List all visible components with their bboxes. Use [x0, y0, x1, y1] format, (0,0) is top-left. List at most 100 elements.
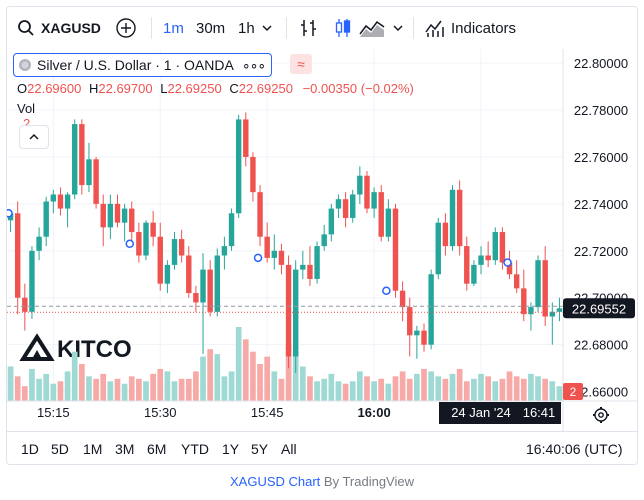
candle-body: [100, 203, 106, 228]
candle: [43, 196, 49, 247]
symbol-search[interactable]: XAGUSD: [17, 7, 101, 49]
range-3m[interactable]: 3M: [115, 441, 135, 457]
volume-bar: [157, 368, 164, 401]
price-axis[interactable]: 22.80000 22.78000 22.76000 22.74000 22.72000…: [574, 56, 628, 400]
volume-badge-label: 2: [570, 385, 577, 399]
candle-body: [442, 222, 449, 247]
candle: [29, 246, 35, 319]
range-all[interactable]: All: [281, 441, 297, 457]
candle: [271, 234, 278, 270]
interval-dropdown[interactable]: [261, 7, 273, 49]
candle: [378, 185, 384, 242]
crosshair-date: 24 Jan '24: [451, 405, 511, 420]
chevron-down-icon: [262, 25, 272, 32]
utc-clock[interactable]: 16:40:06 (UTC): [526, 441, 623, 457]
volume-bar: [542, 378, 549, 401]
candle: [371, 187, 377, 218]
toolbar-divider: [413, 17, 414, 39]
chevron-down-icon: [393, 25, 403, 32]
volume-bar: [29, 368, 35, 401]
candle-body: [271, 250, 278, 258]
volume-bar: [143, 381, 149, 401]
interval-1h[interactable]: 1h: [238, 19, 255, 37]
candle-body: [72, 124, 78, 195]
candle: [464, 236, 470, 291]
candle: [64, 192, 71, 228]
candle: [407, 297, 413, 357]
candle: [72, 119, 78, 200]
interval-30m[interactable]: 30m: [196, 19, 226, 37]
volume-bar: [342, 383, 349, 401]
compare-button[interactable]: [115, 7, 137, 49]
candle-body: [535, 260, 541, 308]
candle: [171, 232, 178, 270]
silver-coin-icon: [19, 59, 31, 71]
more-options-icon[interactable]: ∘∘∘: [241, 56, 266, 73]
candle: [228, 208, 235, 251]
range-ytd[interactable]: YTD: [181, 441, 209, 457]
volume-bar: [435, 376, 442, 401]
candle: [421, 323, 427, 352]
crosshair-time: 16:41: [523, 405, 556, 420]
event-marker: [382, 286, 391, 295]
volume-bar: [150, 373, 156, 401]
area-style-button[interactable]: [359, 7, 385, 49]
volume-bar: [128, 376, 135, 401]
range-1m[interactable]: 1M: [83, 441, 103, 457]
candle: [264, 222, 270, 263]
event-marker: [253, 253, 263, 263]
volume-bar: [364, 376, 370, 401]
symbol-name: XAGUSD: [41, 20, 101, 36]
candle-body: [542, 260, 548, 317]
candle: [207, 260, 213, 317]
candle-body: [243, 119, 249, 157]
volume-bar: [549, 381, 556, 401]
volume-bar: [414, 373, 420, 401]
candle-body: [378, 192, 384, 237]
volume-bar: [392, 376, 399, 401]
volume-bar: [285, 344, 292, 401]
candle: [235, 114, 242, 218]
chart-area[interactable]: KITCO 22.80000 22.78000 22.76000 22.74000 22…: [7, 49, 637, 431]
approx-badge[interactable]: ≈: [290, 54, 312, 74]
candle-body: [14, 213, 21, 298]
kitco-logo-text: KITCO: [57, 336, 132, 363]
range-5y[interactable]: 5Y: [251, 441, 269, 457]
symbol-legend-box[interactable]: Silver / U.S. Dollar · 1 · OANDA ∘∘∘: [13, 53, 273, 77]
settings-icon[interactable]: [593, 407, 609, 423]
collapse-legend-button[interactable]: [19, 125, 49, 149]
candle-body: [456, 189, 463, 247]
candle: [50, 189, 57, 214]
volume-bar: [499, 378, 506, 401]
candle: [364, 171, 370, 214]
range-1d[interactable]: 1D: [21, 441, 39, 457]
candle: [521, 269, 527, 322]
chart-link[interactable]: XAGUSD Chart: [229, 474, 321, 489]
approx-icon: ≈: [297, 56, 305, 72]
volume-bar: [164, 371, 171, 401]
indicators-button[interactable]: Indicators: [425, 7, 516, 49]
range-5d[interactable]: 5D: [51, 441, 69, 457]
interval-1m[interactable]: 1m: [163, 19, 184, 37]
candle-body: [257, 192, 263, 237]
candle-body: [428, 274, 434, 345]
candle: [307, 246, 313, 287]
volume-legend: Vol 2: [17, 101, 35, 131]
candle: [57, 187, 64, 216]
candle: [86, 142, 92, 193]
range-1y[interactable]: 1Y: [222, 441, 240, 457]
volume-bar: [299, 366, 306, 401]
candle: [478, 246, 484, 275]
toolbar-divider: [286, 17, 287, 39]
price-chart[interactable]: KITCO 22.8000022.7800022.7600022.7400022…: [7, 49, 637, 431]
current-price-label: 22.69552: [572, 301, 626, 316]
candle: [157, 222, 163, 291]
candle: [36, 227, 42, 261]
range-6m[interactable]: 6M: [147, 441, 167, 457]
chart-type-dropdown[interactable]: [392, 7, 404, 49]
event-marker: [503, 258, 512, 267]
add-circle-icon: [116, 18, 136, 38]
bar-style-button[interactable]: [299, 7, 319, 49]
candles-style-button[interactable]: [333, 7, 353, 49]
